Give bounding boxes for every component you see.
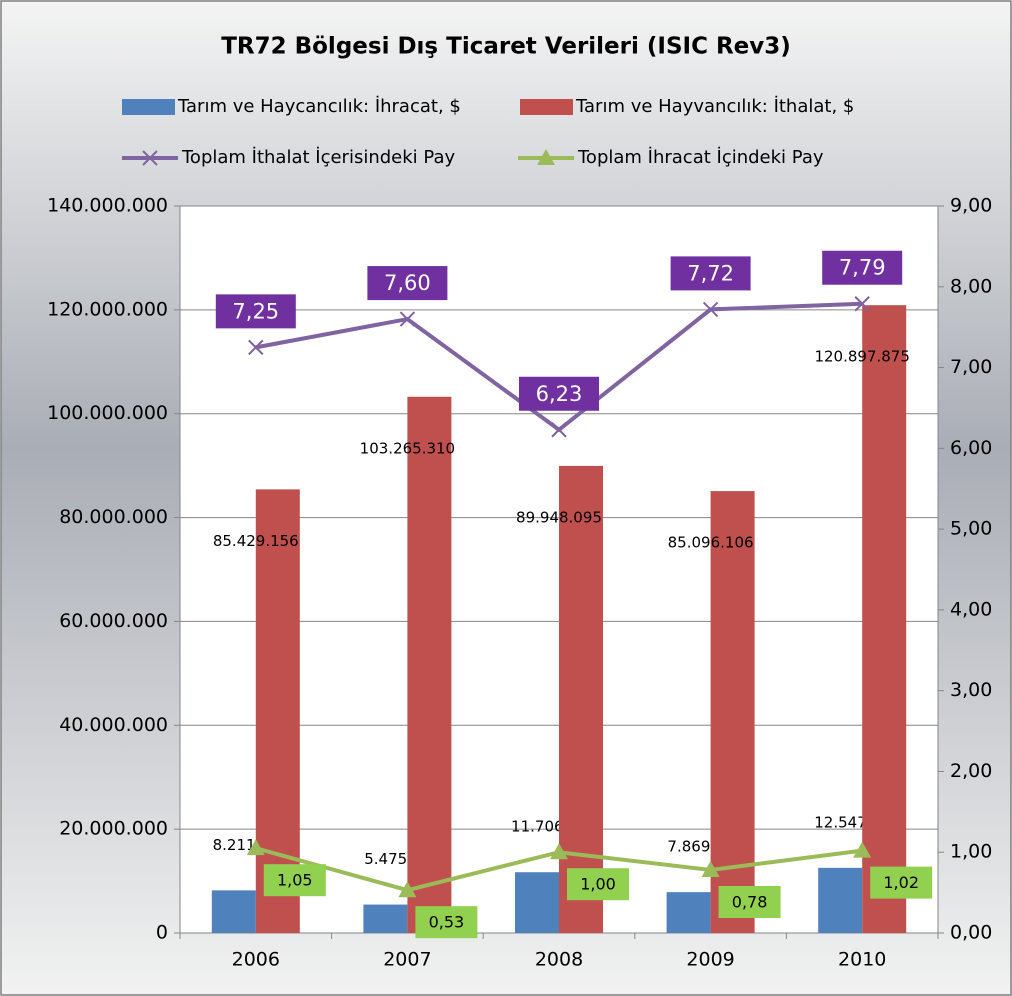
bar — [666, 892, 711, 933]
y-tick-label: 140.000.000 — [47, 195, 168, 217]
line-value-label: 6,23 — [536, 382, 583, 406]
data-label-box — [519, 376, 599, 411]
bar-value-label: 85.096.106 — [668, 534, 754, 552]
y2-tick-label: 0,00 — [950, 922, 992, 944]
y-tick-label: 80.000.000 — [59, 506, 168, 528]
data-label-box — [822, 250, 903, 285]
y2-tick-label: 3,00 — [950, 679, 992, 701]
y-tick-label: 60.000.000 — [59, 610, 168, 632]
data-label-box — [415, 906, 478, 939]
line-value-label: 0,53 — [429, 913, 465, 932]
bar — [710, 491, 755, 933]
y2-tick-label: 5,00 — [950, 518, 992, 540]
y2-tick-label: 1,00 — [950, 841, 992, 863]
line-value-label: 7,60 — [384, 271, 431, 295]
data-label-box — [718, 885, 781, 918]
bar — [515, 872, 559, 933]
line-value-label: 1,05 — [277, 871, 313, 890]
bar — [559, 465, 603, 933]
bar-value-label: 85.429.156 — [213, 532, 299, 550]
y2-tick-label: 4,00 — [950, 598, 992, 620]
line-marker — [246, 839, 265, 856]
data-label-box — [567, 868, 629, 901]
y-tick-label: 40.000.000 — [59, 714, 168, 736]
y-tick-label: 120.000.000 — [47, 298, 168, 320]
legend-label: Tarım ve Haycancılık: İhracat, $ — [177, 96, 461, 117]
bar — [407, 396, 452, 933]
bar — [862, 305, 907, 934]
line-marker — [551, 422, 567, 438]
line-value-label: 0,78 — [732, 892, 768, 911]
line-value-label: 7,79 — [839, 256, 886, 280]
bar — [818, 867, 863, 933]
data-label-box — [215, 294, 296, 329]
line-marker — [248, 339, 264, 356]
x-tick-label: 2008 — [535, 949, 583, 971]
chart-title: TR72 Bölgesi Dış Ticaret Verileri (ISIC … — [221, 34, 791, 60]
legend-label: Toplam İthalat İçerisindeki Pay — [181, 147, 455, 168]
data-label-box — [670, 256, 751, 291]
legend-label: Tarım ve Hayvancılık: İthalat, $ — [575, 96, 854, 117]
bar-value-label: 120.897.875 — [814, 348, 909, 366]
legend-label: Toplam İhracat İçindeki Pay — [577, 147, 824, 168]
x-tick-label: 2007 — [383, 949, 431, 971]
bar — [363, 904, 408, 933]
line-marker — [537, 149, 555, 165]
y2-tick-label: 6,00 — [950, 437, 992, 459]
line-marker — [853, 841, 872, 858]
line-marker — [550, 843, 568, 860]
bar-value-label: 103.265.310 — [360, 439, 455, 457]
bar — [211, 890, 256, 933]
y-tick-label: 0 — [156, 922, 168, 944]
data-label-box — [263, 864, 326, 897]
line-value-label: 7,25 — [232, 299, 279, 323]
legend-swatch — [122, 99, 175, 115]
line-marker — [398, 881, 417, 898]
data-label-box — [367, 266, 448, 301]
x-tick-label: 2006 — [232, 949, 280, 971]
y2-tick-label: 7,00 — [950, 356, 992, 378]
line-value-label: 1,00 — [580, 875, 616, 894]
y-tick-label: 20.000.000 — [59, 818, 168, 840]
legend-swatch — [520, 99, 573, 115]
y-tick-label: 100.000.000 — [47, 402, 168, 424]
line-marker — [142, 150, 158, 166]
x-tick-label: 2009 — [686, 949, 734, 971]
line-marker — [702, 301, 719, 318]
line-marker — [399, 311, 416, 327]
line-value-label: 7,72 — [687, 261, 734, 285]
bar-value-label: 89.948.095 — [516, 508, 602, 526]
y2-tick-label: 9,00 — [950, 195, 992, 217]
line-marker — [701, 860, 720, 877]
line-value-label: 1,02 — [883, 873, 919, 892]
y2-tick-label: 8,00 — [950, 275, 992, 297]
x-tick-label: 2010 — [838, 949, 886, 971]
line-marker — [854, 296, 870, 312]
y2-tick-label: 2,00 — [950, 760, 992, 782]
data-label-box — [870, 866, 933, 899]
